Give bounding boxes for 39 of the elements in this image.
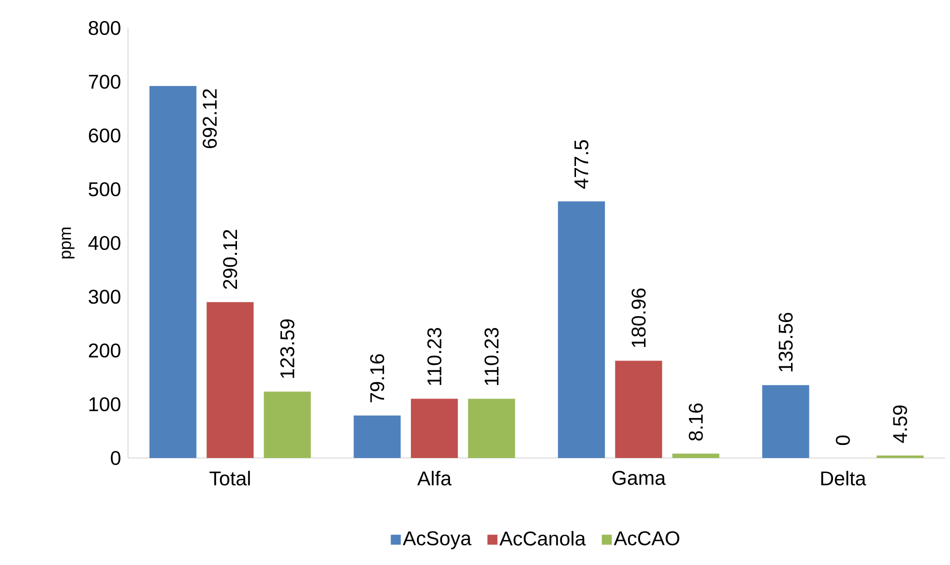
bar — [558, 201, 605, 458]
data-label: 692.12 — [202, 89, 217, 148]
y-tick-label: 100 — [89, 397, 120, 412]
y-tick-label: 300 — [88, 290, 120, 304]
data-label: 110.23 — [427, 328, 442, 386]
data-label: 110.23 — [484, 328, 499, 386]
legend-label: AcCanola — [499, 530, 586, 546]
bar — [206, 302, 254, 458]
x-tick-label: Delta — [821, 470, 866, 486]
data-label: 477.5 — [574, 140, 588, 189]
bar — [468, 398, 516, 458]
legend-label: AcCAO — [614, 531, 680, 546]
y-tick-label: 0 — [110, 450, 120, 466]
bar — [354, 415, 401, 458]
bar — [672, 454, 720, 458]
y-tick-label: 700 — [88, 74, 120, 89]
bar — [410, 398, 458, 458]
data-label: 290.12 — [223, 230, 238, 289]
data-label: 4.59 — [893, 405, 908, 443]
data-label: 135.56 — [778, 312, 793, 372]
data-label: 8.16 — [688, 404, 703, 441]
legend-label: AcSoya — [402, 531, 472, 550]
y-tick-label: 200 — [88, 343, 120, 358]
x-tick-label: Alfa — [417, 470, 452, 486]
bar — [762, 385, 810, 458]
y-tick-label: 800 — [88, 20, 120, 36]
y-axis-title: ppm — [62, 228, 74, 258]
bar — [264, 392, 311, 458]
y-tick-label: 400 — [88, 236, 120, 250]
bar — [149, 86, 196, 458]
y-tick-label: 600 — [88, 128, 120, 143]
data-label: 0 — [836, 436, 850, 446]
data-label: 79.16 — [370, 354, 384, 402]
data-label: 180.96 — [632, 288, 646, 348]
x-tick-label: Total — [210, 470, 250, 486]
data-label: 123.59 — [280, 319, 294, 378]
bar — [615, 360, 662, 458]
y-tick-label: 500 — [88, 182, 120, 196]
x-tick-label: Gama — [612, 470, 666, 485]
